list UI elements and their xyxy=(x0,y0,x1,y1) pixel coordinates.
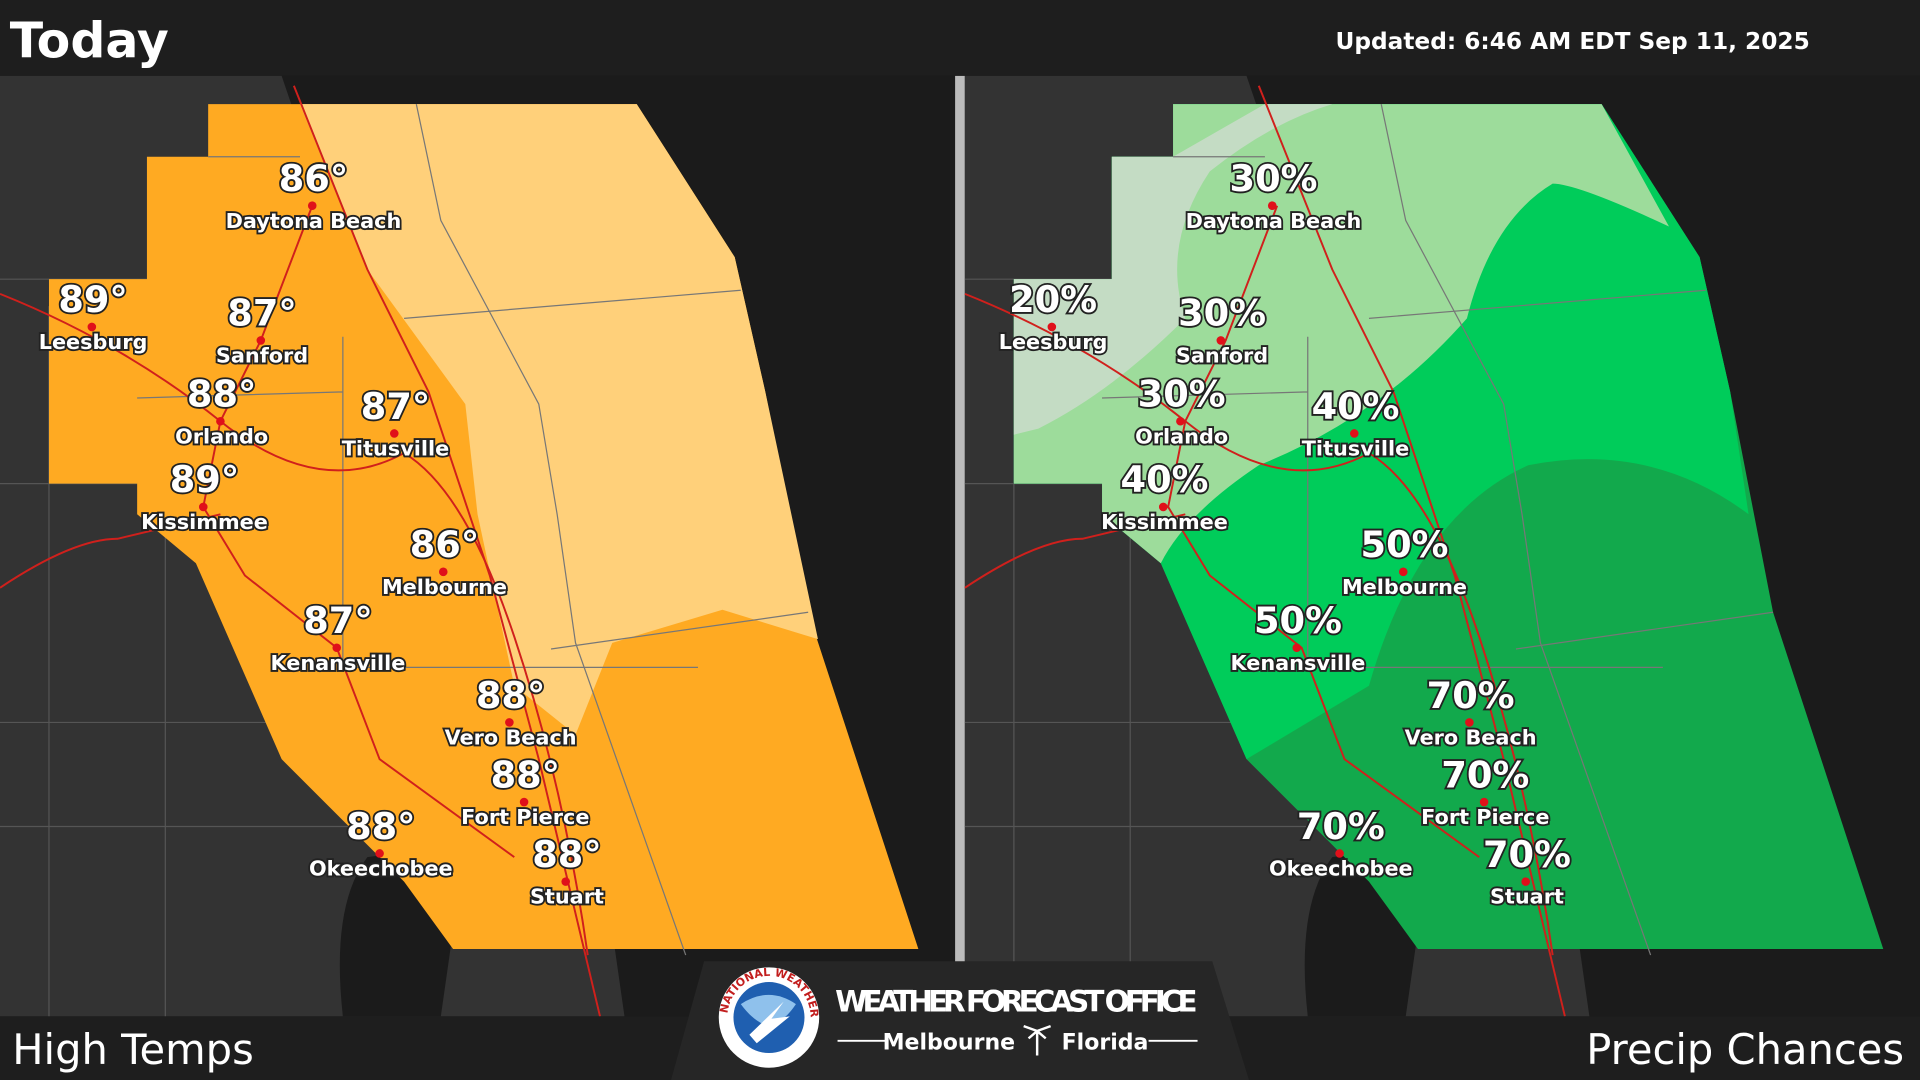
city-dot xyxy=(87,322,97,332)
office-name: WEATHER FORECAST OFFICE xyxy=(835,984,1197,1018)
city-name: Stuart xyxy=(1490,885,1564,909)
city-name: Okeechobee xyxy=(1269,857,1413,881)
city-name: Titusville xyxy=(1302,437,1410,461)
city-value: 86° xyxy=(279,157,348,200)
panel-label: High Temps xyxy=(12,1025,254,1074)
city-dot xyxy=(1350,429,1359,438)
logo-plate xyxy=(671,961,1249,1080)
city-value: 30% xyxy=(1178,292,1266,335)
city-dot xyxy=(1158,502,1168,512)
city-dot xyxy=(1521,877,1530,886)
city-dot xyxy=(1176,416,1185,426)
city-value: 88° xyxy=(187,373,256,416)
city-value: 50% xyxy=(1254,599,1342,642)
city-value: 40% xyxy=(1312,385,1400,428)
city-name: Titusville xyxy=(342,437,450,461)
city-value: 70% xyxy=(1297,805,1385,848)
city-dot xyxy=(1267,201,1277,210)
city-name: Orlando xyxy=(175,424,268,448)
city-value: 86° xyxy=(410,523,479,566)
city-name: Vero Beach xyxy=(445,725,577,749)
city-dot xyxy=(519,797,529,807)
city-dot xyxy=(1398,567,1408,577)
city-name: Fort Pierce xyxy=(1421,805,1549,829)
city-dot xyxy=(1216,336,1226,345)
city-name: Melbourne xyxy=(382,575,507,599)
city-name: Orlando xyxy=(1135,424,1228,448)
city-dot xyxy=(198,502,208,512)
office-city: Melbourne xyxy=(883,1030,1016,1055)
panel-label: Precip Chances xyxy=(1586,1025,1904,1074)
precip-panel xyxy=(963,75,1920,1018)
city-name: Daytona Beach xyxy=(1186,209,1362,233)
city-dot xyxy=(216,416,225,426)
city-dot xyxy=(1292,643,1302,653)
city-name: Fort Pierce xyxy=(461,805,589,829)
city-value: 70% xyxy=(1427,674,1515,717)
city-dot xyxy=(307,201,317,210)
city-dot xyxy=(1335,849,1344,858)
panel-divider xyxy=(955,75,965,1017)
city-value: 87° xyxy=(303,599,372,642)
city-value: 89° xyxy=(170,458,239,501)
city-dot xyxy=(505,718,514,727)
city-value: 70% xyxy=(1483,833,1571,876)
city-value: 89° xyxy=(58,278,127,321)
city-value: 70% xyxy=(1441,753,1529,796)
city-value: 30% xyxy=(1230,157,1318,200)
city-value: 87° xyxy=(227,292,296,335)
city-value: 88° xyxy=(346,805,415,848)
city-name: Kenansville xyxy=(270,651,405,675)
updated-time: Updated: 6:46 AM EDT Sep 11, 2025 xyxy=(1335,28,1809,55)
city-value: 50% xyxy=(1361,523,1449,566)
city-name: Kissimmee xyxy=(141,510,268,534)
city-dot xyxy=(332,643,342,653)
city-dot xyxy=(375,849,384,858)
city-value: 87° xyxy=(361,385,430,428)
city-name: Sanford xyxy=(1176,343,1268,367)
city-value: 88° xyxy=(476,674,545,717)
city-value: 30% xyxy=(1138,373,1226,416)
temps-panel xyxy=(0,75,956,1018)
city-name: Kenansville xyxy=(1230,651,1365,675)
city-dot xyxy=(1479,797,1489,807)
city-dot xyxy=(561,877,570,886)
city-dot xyxy=(1047,322,1057,332)
city-name: Kissimmee xyxy=(1101,510,1228,534)
city-value: 20% xyxy=(1009,278,1097,321)
city-name: Leesburg xyxy=(39,330,148,354)
city-name: Leesburg xyxy=(999,330,1108,354)
header-bar xyxy=(0,0,1920,76)
city-labels: 86° Daytona Beach 30% Daytona Beach 89° Leesb… xyxy=(37,155,1573,910)
city-value: 40% xyxy=(1121,458,1209,501)
city-name: Okeechobee xyxy=(309,857,453,881)
city-value: 88° xyxy=(491,753,560,796)
city-dot xyxy=(256,336,266,345)
city-value: 88° xyxy=(532,833,601,876)
city-name: Melbourne xyxy=(1342,575,1467,599)
city-dot xyxy=(1465,718,1474,727)
page-title: Today xyxy=(10,13,169,70)
city-dot xyxy=(438,567,448,577)
city-dot xyxy=(390,429,399,438)
city-name: Stuart xyxy=(530,885,604,909)
city-name: Daytona Beach xyxy=(226,209,402,233)
city-name: Vero Beach xyxy=(1405,725,1537,749)
city-name: Sanford xyxy=(216,343,308,367)
office-state: Florida xyxy=(1062,1030,1149,1055)
